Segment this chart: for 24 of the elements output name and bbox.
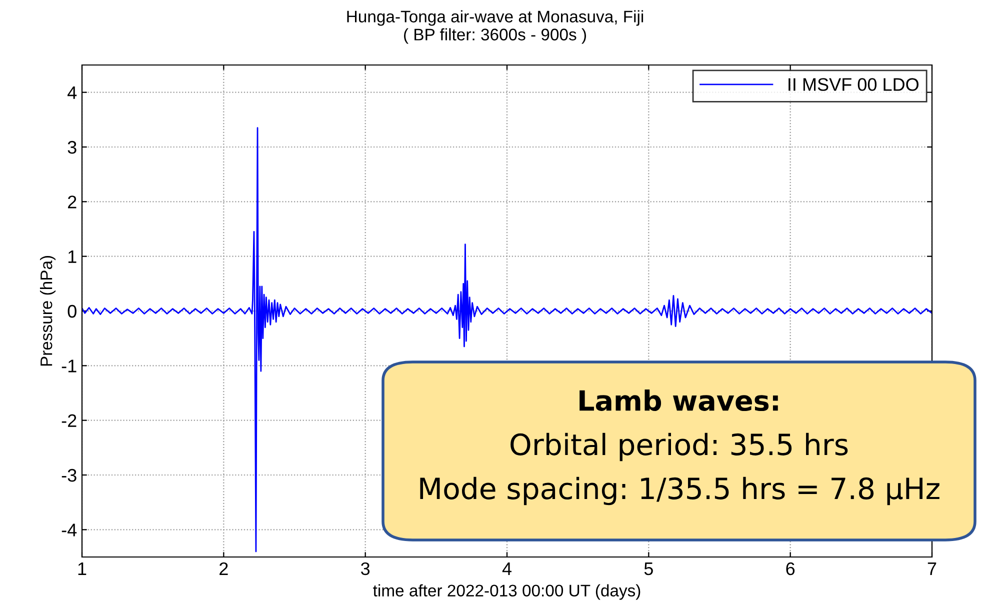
y-tick-label: 4 bbox=[68, 86, 77, 99]
chart-subtitle: ( BP filter: 3600s - 900s ) bbox=[404, 28, 586, 44]
x-tick-label: 6 bbox=[786, 562, 795, 576]
annotation: Lamb waves: bbox=[580, 390, 778, 412]
x-axis-title: time after 2022-013 00:00 UT (days) bbox=[373, 584, 640, 600]
x-tick-label: 5 bbox=[644, 562, 653, 576]
x-tick-label: 1 bbox=[78, 562, 86, 575]
y-tick-label: 1 bbox=[68, 250, 76, 263]
x-tick-label: 2 bbox=[220, 562, 228, 575]
y-tick-label: 2 bbox=[68, 196, 76, 208]
y-tick-label: -3 bbox=[62, 468, 76, 482]
y-tick-label: 3 bbox=[68, 140, 76, 154]
y-tick-label: 0 bbox=[68, 304, 76, 318]
y-tick-label: -4 bbox=[62, 524, 77, 536]
legend-label: II MSVF 00 LDO bbox=[788, 78, 919, 91]
x-tick-label: 4 bbox=[502, 562, 512, 575]
annotation: Orbital period: 35.5 hrs bbox=[510, 432, 848, 462]
y-tick-label: -2 bbox=[62, 414, 76, 427]
annotation: Mode spacing: 1/35.5 hrs = 7.8 μHz bbox=[420, 476, 940, 506]
x-tick-label: 3 bbox=[361, 562, 370, 576]
y-tick-label: -1 bbox=[62, 360, 76, 372]
chart-title: Hunga-Tonga air-wave at Monasuva, Fiji bbox=[347, 10, 644, 26]
x-tick-label: 7 bbox=[928, 562, 936, 575]
y-axis-title: Pressure (hPa) bbox=[40, 256, 56, 366]
